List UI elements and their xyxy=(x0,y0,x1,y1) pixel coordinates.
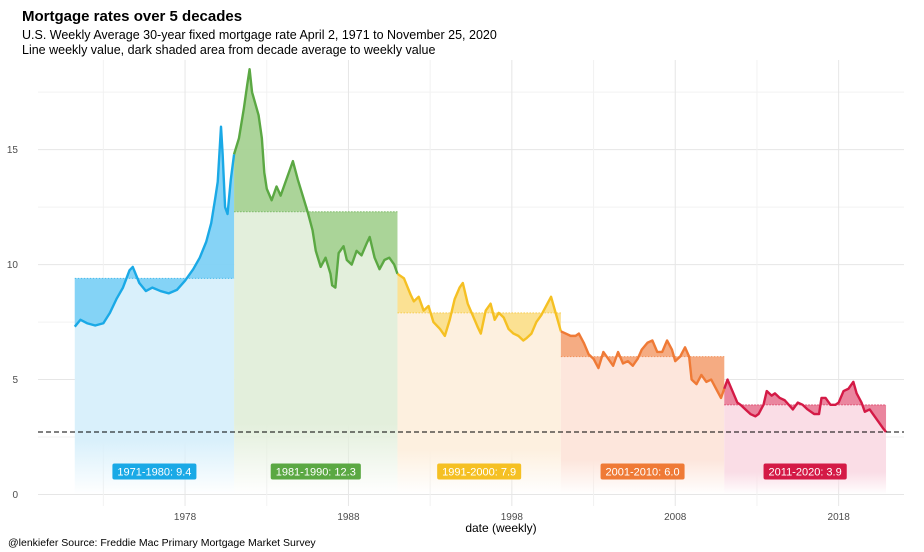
decade-deviation-area xyxy=(560,331,725,398)
decade-average-label: 1971-1980: 9.4 xyxy=(117,467,191,479)
x-tick-label: 2008 xyxy=(664,512,687,523)
decade-average-label: 2011-2020: 3.9 xyxy=(769,467,842,479)
decade-deviation-area xyxy=(234,69,398,288)
x-tick-label: 1988 xyxy=(337,512,360,523)
x-tick-label: 1998 xyxy=(501,512,524,523)
rate-line xyxy=(396,272,563,342)
decade-average-area xyxy=(724,404,887,495)
decade-average-badge xyxy=(437,463,522,480)
rate-line xyxy=(723,378,887,433)
decade-average-badge xyxy=(112,463,197,480)
y-tick-label: 15 xyxy=(7,145,19,156)
subtitle-line-1: U.S. Weekly Average 30-year fixed mortga… xyxy=(22,28,497,42)
x-tick-label: 1978 xyxy=(174,512,197,523)
chart-title: Mortgage rates over 5 decades xyxy=(22,8,243,25)
x-axis-label: date (weekly) xyxy=(465,521,536,535)
y-tick-label: 10 xyxy=(7,260,19,271)
rate-line xyxy=(232,67,399,289)
x-tick-label: 2018 xyxy=(828,512,851,523)
rate-line xyxy=(73,125,236,328)
rate-line xyxy=(560,330,726,400)
chart-caption: @lenkiefer Source: Freddie Mac Primary M… xyxy=(8,537,316,549)
decade-deviation-area xyxy=(74,126,235,327)
subtitle-line-2: Line weekly value, dark shaded area from… xyxy=(22,43,436,57)
y-tick-label: 5 xyxy=(12,375,18,386)
decade-average-label: 1991-2000: 7.9 xyxy=(442,467,516,479)
y-tick-label: 0 xyxy=(12,490,18,501)
decade-average-area xyxy=(234,211,398,495)
decade-average-badge xyxy=(270,463,361,480)
decade-deviation-area xyxy=(397,273,561,341)
decade-average-badge xyxy=(600,463,685,480)
decade-average-badge xyxy=(763,463,847,480)
chart-subtitle: U.S. Weekly Average 30-year fixed mortga… xyxy=(22,28,497,58)
decade-average-label: 2001-2010: 6.0 xyxy=(606,467,680,479)
decade-average-label: 1981-1990: 12.3 xyxy=(276,467,356,479)
